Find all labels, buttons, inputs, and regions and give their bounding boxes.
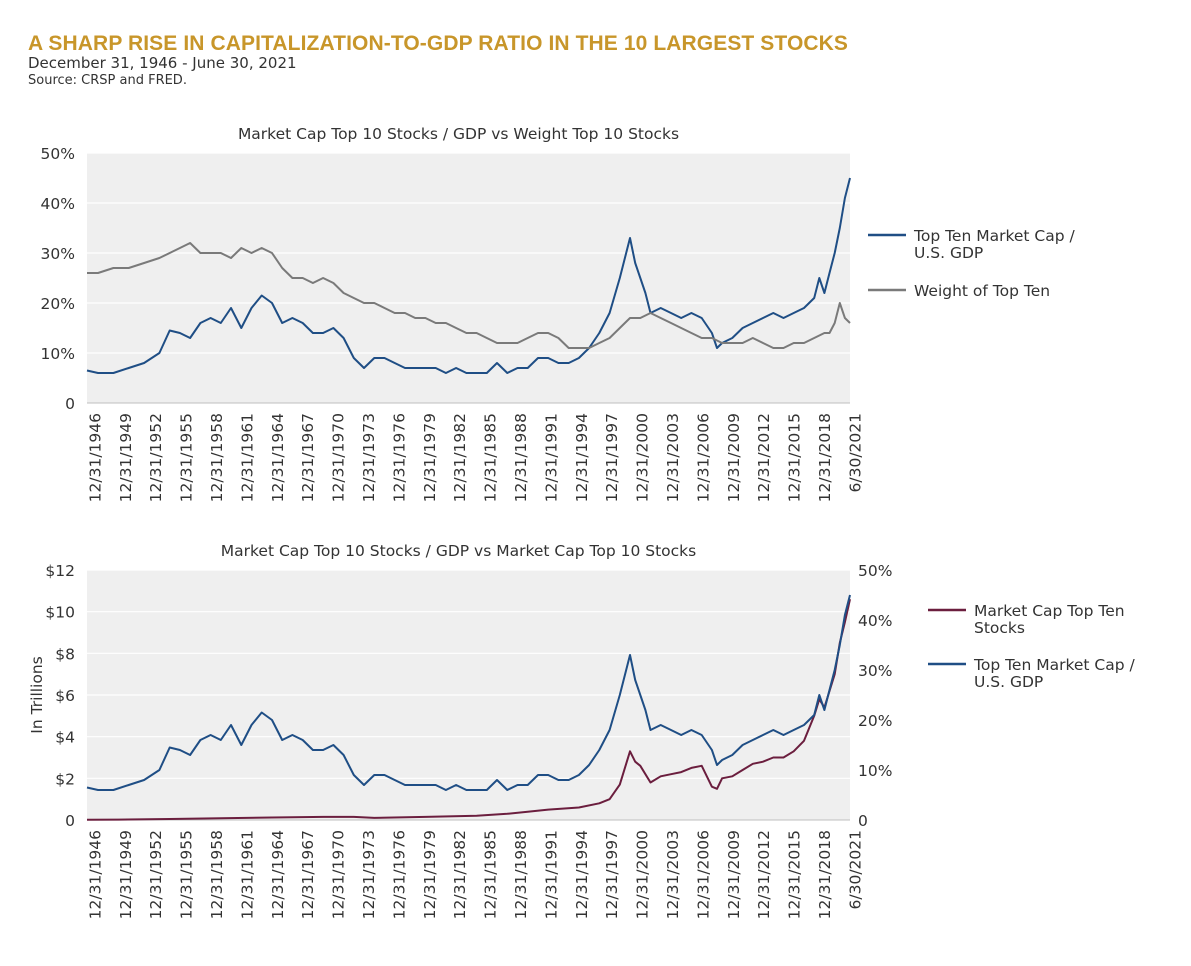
chart-title: Market Cap Top 10 Stocks / GDP vs Weight…	[238, 125, 679, 143]
x-tick-label: 12/31/1979	[421, 830, 439, 919]
x-tick-label: 12/31/1976	[390, 830, 408, 919]
x-tick-label: 12/31/1970	[330, 830, 348, 919]
y-tick-label: $10	[45, 604, 75, 622]
y2-tick-label: 20%	[858, 712, 892, 730]
x-tick-label: 12/31/1997	[603, 830, 621, 919]
x-tick-label: 12/31/2009	[725, 413, 743, 502]
x-tick-label: 12/31/2018	[816, 830, 834, 919]
x-tick-label: 12/31/2009	[725, 830, 743, 919]
x-tick-label: 12/31/1973	[360, 830, 378, 919]
y-axis-label: In Trillions	[28, 656, 46, 734]
x-tick-label: 12/31/1964	[269, 413, 287, 502]
x-tick-label: 12/31/1964	[269, 830, 287, 919]
x-tick-label: 12/31/2006	[694, 413, 712, 502]
x-tick-label: 6/30/2021	[846, 830, 864, 909]
y-tick-label: 30%	[41, 245, 75, 263]
x-tick-label: 12/31/1961	[238, 830, 256, 919]
y-tick-label: $4	[55, 729, 75, 747]
x-tick-label: 12/31/1958	[208, 413, 226, 502]
chart-title: Market Cap Top 10 Stocks / GDP vs Market…	[221, 542, 696, 560]
x-tick-label: 12/31/1973	[360, 413, 378, 502]
legend-label: Top Ten Market Cap /	[973, 656, 1135, 674]
x-tick-label: 12/31/2018	[816, 413, 834, 502]
x-tick-label: 12/31/1994	[573, 413, 591, 502]
legend-item: Top Ten Market Cap /U.S. GDP	[868, 227, 1075, 262]
x-tick-label: 12/31/2000	[634, 830, 652, 919]
x-tick-label: 12/31/1976	[390, 413, 408, 502]
legend-label: Top Ten Market Cap /	[913, 227, 1075, 245]
x-tick-label: 12/31/2012	[755, 413, 773, 502]
x-tick-label: 12/31/1988	[512, 413, 530, 502]
y-tick-label: $12	[45, 562, 75, 580]
y2-tick-label: 50%	[858, 562, 892, 580]
y-tick-label: 0	[65, 812, 75, 830]
x-tick-label: 12/31/1991	[542, 830, 560, 919]
x-tick-label: 12/31/1961	[238, 413, 256, 502]
y-tick-label: 10%	[41, 345, 75, 363]
x-tick-label: 12/31/1970	[330, 413, 348, 502]
x-tick-label: 12/31/2012	[755, 830, 773, 919]
legend-label: U.S. GDP	[974, 673, 1043, 691]
y-tick-label: 50%	[41, 145, 75, 163]
series-line-market-cap-top-ten-stocks	[86, 598, 851, 821]
x-tick-label: 12/31/1958	[208, 830, 226, 919]
series-line-top-ten-market-cap-u-s-gdp	[86, 177, 851, 374]
x-tick-label: 12/31/1991	[542, 413, 560, 502]
x-tick-label: 12/31/1952	[147, 413, 165, 502]
y2-tick-label: 10%	[858, 762, 892, 780]
x-tick-label: 12/31/1946	[86, 830, 104, 919]
legend: Top Ten Market Cap /U.S. GDP Weight of To…	[868, 227, 1075, 300]
x-tick-label: 12/31/2006	[694, 830, 712, 919]
x-tick-label: 12/31/1988	[512, 830, 530, 919]
chart-1: 0 10% 20% 30% 40% 50% 12/31/1946 12/31/1949 12/3…	[41, 125, 1076, 502]
y-tick-label: 20%	[41, 295, 75, 313]
x-tick-label: 12/31/1985	[482, 413, 500, 502]
report-date-range: December 31, 1946 - June 30, 2021	[28, 54, 297, 72]
y2-tick-label: 0	[858, 812, 868, 830]
legend-label: Weight of Top Ten	[914, 282, 1050, 300]
y-tick-label: 40%	[41, 195, 75, 213]
x-tick-label: 12/31/1997	[603, 413, 621, 502]
legend-label: Stocks	[974, 619, 1025, 637]
y-tick-label: 0	[65, 395, 75, 413]
report-title: A SHARP RISE IN CAPITALIZATION-TO-GDP RA…	[28, 32, 849, 55]
x-tick-label: 12/31/1946	[86, 413, 104, 502]
legend-item: Top Ten Market Cap /U.S. GDP	[928, 656, 1135, 691]
y-tick-label: $8	[55, 645, 75, 663]
x-tick-label: 12/31/1967	[299, 830, 317, 919]
x-tick-label: 12/31/1967	[299, 413, 317, 502]
y2-tick-label: 40%	[858, 612, 892, 630]
x-tick-label: 12/31/2000	[634, 413, 652, 502]
y2-tick-label: 30%	[858, 662, 892, 680]
x-tick-label: 12/31/1985	[482, 830, 500, 919]
x-tick-label: 12/31/2003	[664, 830, 682, 919]
plot-area	[87, 153, 850, 403]
legend-item: Weight of Top Ten	[868, 282, 1050, 300]
x-tick-label: 12/31/1949	[117, 830, 135, 919]
x-tick-label: 12/31/1982	[451, 413, 469, 502]
x-tick-label: 12/31/2003	[664, 413, 682, 502]
report-source: Source: CRSP and FRED.	[28, 73, 187, 88]
x-tick-label: 12/31/1955	[178, 830, 196, 919]
legend-label: U.S. GDP	[914, 244, 983, 262]
x-tick-label: 12/31/1979	[421, 413, 439, 502]
y-tick-label: $6	[55, 687, 75, 705]
series-line-top-ten-market-cap-u-s-gdp	[86, 594, 851, 791]
x-tick-label: 12/31/1982	[451, 830, 469, 919]
x-tick-label: 12/31/1955	[178, 413, 196, 502]
y-tick-label: $2	[55, 770, 75, 788]
x-tick-label: 12/31/1994	[573, 830, 591, 919]
x-tick-label: 12/31/2015	[786, 413, 804, 502]
legend-label: Market Cap Top Ten	[974, 602, 1125, 620]
chart-2: 0 $2 $4 $6 $8 $10 $12 0 10% 20% 30% 40% 50% In Trilli…	[28, 542, 1135, 919]
x-tick-label: 12/31/2015	[786, 830, 804, 919]
x-tick-label: 6/30/2021	[846, 413, 864, 492]
series-line-weight-of-top-ten	[87, 242, 851, 349]
x-tick-label: 12/31/1949	[117, 413, 135, 502]
x-tick-label: 12/31/1952	[147, 830, 165, 919]
